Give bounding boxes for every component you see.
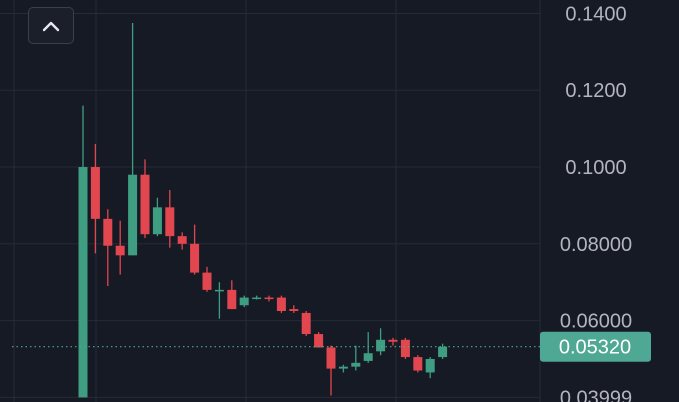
candle (301, 311, 311, 336)
y-axis-tick-label: 0.08000 (560, 234, 632, 256)
current-price-label: 0.05320 (559, 337, 631, 359)
candle-body (376, 339, 386, 352)
candle (103, 209, 113, 287)
candle-body (289, 309, 299, 312)
candle (264, 295, 274, 302)
current-price-tag-background (540, 331, 651, 362)
candle-body (264, 297, 274, 300)
candle-body (400, 339, 410, 358)
candle (376, 328, 386, 356)
candle (78, 105, 88, 398)
candle-body (90, 167, 100, 219)
candle (388, 337, 398, 346)
candle (289, 305, 299, 313)
candle-body (425, 358, 435, 373)
candle (326, 345, 336, 396)
candle (165, 190, 175, 248)
candle (202, 266, 212, 292)
candle-body (103, 218, 113, 246)
y-axis-tick-label: 0.1400 (565, 3, 626, 25)
y-axis-tick-label: 0.1200 (565, 80, 626, 102)
candle (413, 355, 423, 373)
candle (351, 345, 361, 371)
candle-body (190, 243, 200, 273)
candle (115, 220, 125, 275)
candle-body (388, 339, 398, 342)
candle-body (239, 297, 249, 306)
candle (227, 280, 237, 310)
candle-body (276, 297, 286, 312)
candle (177, 232, 187, 250)
price-axis[interactable]: 0.1400 0.1200 0.1000 0.08000 0.06000 0.03999 (560, 3, 632, 402)
candle-body (227, 289, 237, 310)
candle (438, 343, 448, 359)
candle (338, 364, 348, 373)
candle-body (301, 312, 311, 335)
candle (128, 23, 138, 256)
candle-body (152, 207, 162, 235)
candle (190, 224, 200, 275)
candle-body (202, 272, 212, 290)
candle-body (115, 245, 125, 256)
current-price-tag: 0.05320 (540, 331, 651, 362)
candle-body (140, 174, 150, 235)
candle (252, 295, 262, 300)
chevron-up-icon (42, 21, 60, 31)
y-axis-tick-label: 0.06000 (560, 311, 632, 333)
candle-body (326, 347, 336, 369)
candle (152, 197, 162, 237)
candle (239, 295, 249, 308)
candle (90, 143, 100, 254)
candle-body (128, 174, 138, 256)
candle (363, 332, 373, 363)
candle (400, 337, 410, 359)
candle-body (78, 167, 88, 398)
collapse-button[interactable] (28, 7, 74, 44)
candle-body (351, 362, 361, 367)
candle (140, 159, 150, 239)
candle (276, 295, 286, 313)
candle (214, 282, 224, 319)
candle-body (214, 289, 224, 292)
candle-body (363, 353, 373, 361)
candle-body (438, 346, 448, 358)
candle (425, 357, 435, 379)
candle (314, 332, 324, 348)
candle-body (338, 366, 348, 369)
candle-body (165, 207, 175, 237)
y-axis-tick-label: 0.1000 (565, 157, 626, 179)
candles (78, 23, 448, 398)
candle-body (252, 297, 262, 300)
y-axis-tick-label: 0.03999 (560, 387, 632, 402)
candle-body (177, 236, 187, 244)
candle-body (314, 334, 324, 348)
candle-body (413, 357, 423, 371)
